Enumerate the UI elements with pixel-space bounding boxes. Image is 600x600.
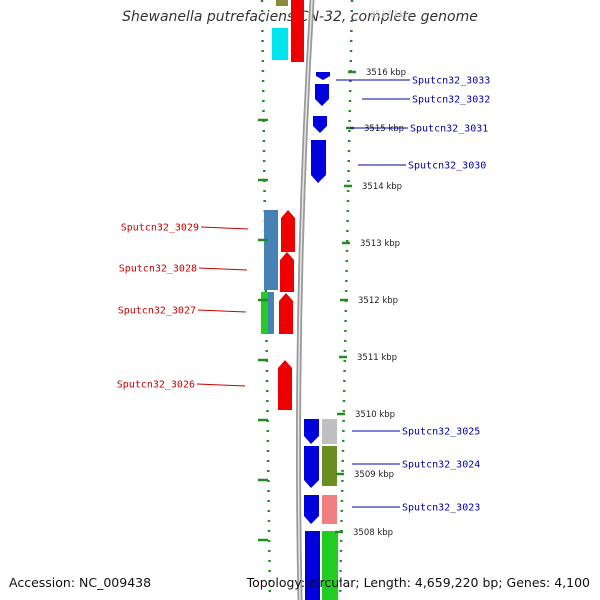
tick-label: 3513 kbp <box>360 239 400 249</box>
faded-top-tick: 3517 kbp <box>370 10 410 20</box>
gene-label-forward: Sputcn32_3025 <box>402 427 480 438</box>
gene-label-reverse: Sputcn32_3029 <box>121 223 199 234</box>
gene-arrow-3029 <box>281 210 295 252</box>
gene-leader-line <box>196 383 246 387</box>
gene-arrow-3027 <box>279 293 293 334</box>
tick-label: 3515 kbp <box>364 124 404 134</box>
genome-summary-text: Topology: circular; Length: 4,659,220 bp… <box>246 575 590 590</box>
gene-label-forward: Sputcn32_3031 <box>410 124 488 135</box>
gene-label-reverse: Sputcn32_3028 <box>119 264 197 275</box>
gene-label-forward: Sputcn32_3023 <box>402 503 480 514</box>
tick-label: 3512 kbp <box>358 296 398 306</box>
red-feature-top <box>291 0 304 62</box>
gene-leader-line <box>197 309 247 313</box>
backbone-highlight <box>297 0 313 600</box>
gene-arrow-3026 <box>278 360 292 410</box>
tick-label: 3510 kbp <box>355 410 395 420</box>
gene-arrow-3023 <box>304 495 319 524</box>
green-feature <box>261 292 268 334</box>
green-feature-bottom <box>322 531 338 600</box>
steelblue-feature-2 <box>267 292 274 334</box>
gene-label-forward: Sputcn32_3033 <box>412 76 490 87</box>
pink-feature <box>322 495 337 524</box>
gene-arrow-3031 <box>313 116 327 133</box>
cyan-feature <box>272 28 288 60</box>
tick-label: 3514 kbp <box>362 182 402 192</box>
grey-feature <box>322 419 337 444</box>
gene-arrow-3024 <box>304 446 319 488</box>
accession-text: Accession: NC_009438 <box>9 575 152 590</box>
gene-arrow-3025 <box>304 419 319 444</box>
tick-label: 3516 kbp <box>366 68 406 78</box>
gene-arrow-3028 <box>280 252 294 292</box>
olive-feature <box>322 446 337 486</box>
tick-label: 3511 kbp <box>357 353 397 363</box>
gene-leader-line <box>198 267 248 271</box>
gene-label-forward: Sputcn32_3024 <box>402 460 480 471</box>
gene-label-layer: Sputcn32_3033 Sputcn32_3032 Sputcn32_3031 S… <box>117 76 491 514</box>
steelblue-feature-1 <box>264 210 278 290</box>
gene-arrow-3033 <box>316 72 330 80</box>
olive-feature-top <box>276 0 288 6</box>
gene-label-reverse: Sputcn32_3027 <box>118 306 196 317</box>
gene-leader-line <box>200 226 249 230</box>
tick-label: 3509 kbp <box>354 470 394 480</box>
gene-label-forward: Sputcn32_3032 <box>412 95 490 106</box>
blue-feature-bottom <box>305 531 320 600</box>
gene-arrow-3030 <box>311 140 326 183</box>
gene-arrow-3032 <box>315 84 329 106</box>
tick-label: 3508 kbp <box>353 528 393 538</box>
gene-label-reverse: Sputcn32_3026 <box>117 380 195 391</box>
gene-label-forward: Sputcn32_3030 <box>408 161 486 172</box>
